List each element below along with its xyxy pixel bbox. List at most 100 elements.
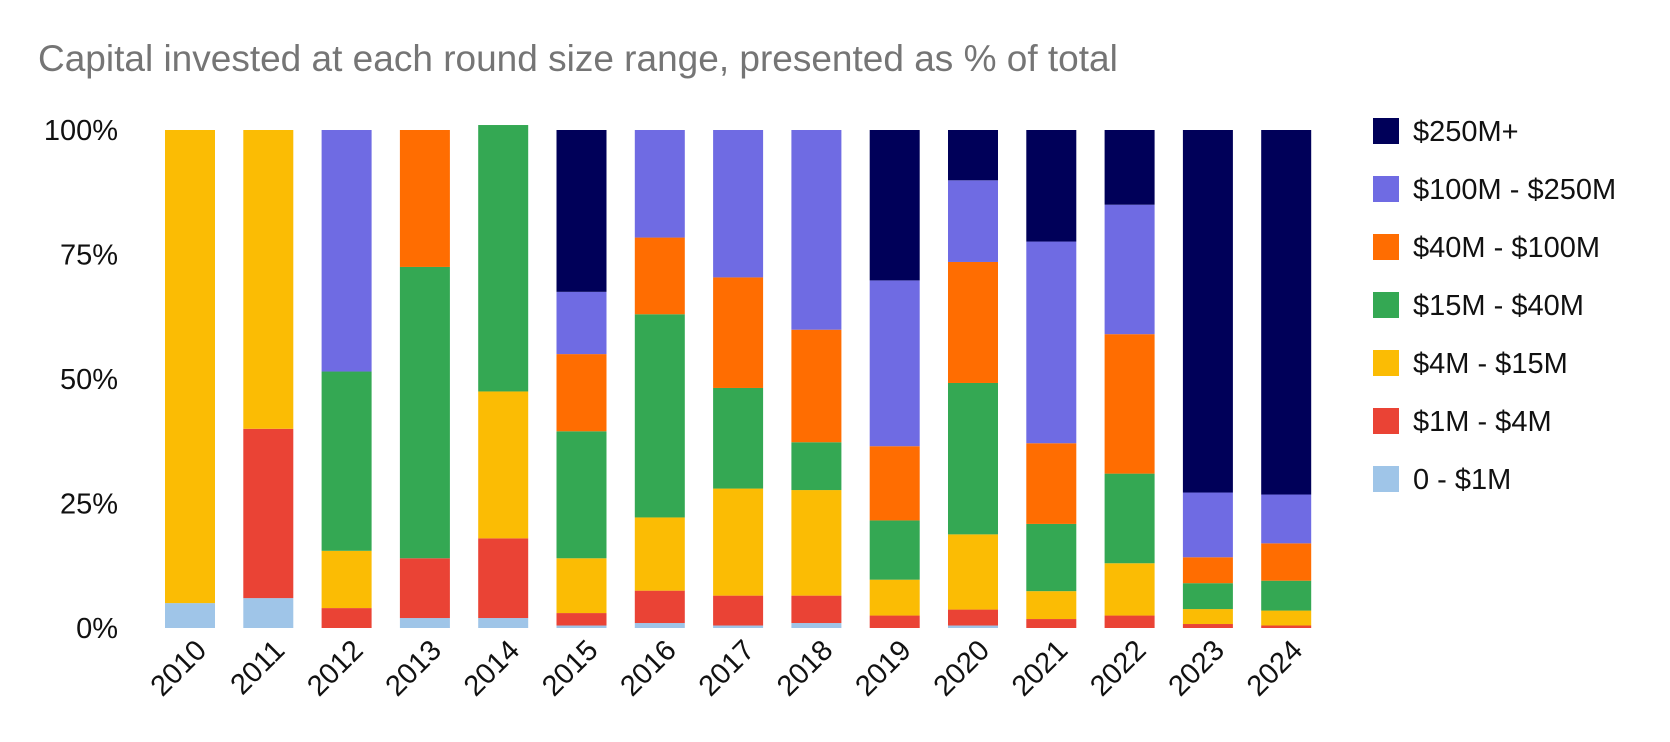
bar-segment-2020-series-5 xyxy=(948,180,998,262)
legend: $250M+ $100M - $250M $40M - $100M $15M - $4… xyxy=(1373,116,1616,496)
bar-segment-2015-series-2 xyxy=(556,558,607,614)
bar-segment-2021-series-1 xyxy=(1026,619,1077,628)
x-tick-label-2023: 2023 xyxy=(1163,634,1231,702)
legend-swatch xyxy=(1373,408,1399,434)
bar-segment-2023-series-1 xyxy=(1182,624,1233,628)
legend-swatch xyxy=(1373,350,1399,376)
bar-segment-2015-series-3 xyxy=(556,431,607,559)
bar-segment-2016-series-3 xyxy=(634,314,685,518)
bar-segment-2018-series-0 xyxy=(791,623,842,628)
x-tick-label-2022: 2022 xyxy=(1084,634,1152,702)
bar-segment-2023-series-3 xyxy=(1182,583,1233,610)
x-tick-label-2018: 2018 xyxy=(771,634,839,702)
bar-segment-2019-series-5 xyxy=(869,280,920,447)
bar-segment-2010-series-0 xyxy=(165,603,215,628)
bar-segment-2017-series-2 xyxy=(713,488,764,596)
chart-title: Capital invested at each round size rang… xyxy=(38,38,1118,79)
x-tick-label-2015: 2015 xyxy=(536,634,604,702)
bar-segment-2023-series-5 xyxy=(1182,492,1233,558)
bar-segment-2013-series-0 xyxy=(399,618,450,628)
bar-segment-2018-series-4 xyxy=(791,329,842,443)
bar-segment-2014-series-3 xyxy=(478,125,529,392)
bar-segment-2018-series-1 xyxy=(791,595,842,624)
bar-segment-2017-series-3 xyxy=(713,387,764,489)
bar-segment-2012-series-5 xyxy=(321,130,372,372)
x-tick-label-2011: 2011 xyxy=(225,634,292,701)
bar-segment-2023-series-2 xyxy=(1182,609,1233,625)
bar-segment-2018-series-2 xyxy=(791,490,842,596)
legend-label: $100M - $250M xyxy=(1413,174,1616,206)
bar-segment-2020-series-4 xyxy=(948,261,998,383)
x-tick-label-2019: 2019 xyxy=(849,634,917,702)
bar-segment-2012-series-3 xyxy=(321,371,372,551)
bar-segment-2016-series-5 xyxy=(634,130,685,238)
y-tick-label: 75% xyxy=(60,240,118,272)
bar-segment-2013-series-1 xyxy=(399,558,450,619)
bar-segment-2019-series-4 xyxy=(869,446,920,521)
bar-segment-2013-series-4 xyxy=(399,130,450,267)
bars-group xyxy=(165,125,1312,628)
y-tick-label: 50% xyxy=(60,364,118,396)
y-tick-label: 25% xyxy=(60,489,118,521)
bar-segment-2014-series-0 xyxy=(478,618,529,628)
x-tick-label-2010: 2010 xyxy=(145,634,213,702)
x-tick-label-2020: 2020 xyxy=(928,634,996,702)
legend-label: $15M - $40M xyxy=(1413,290,1584,322)
bar-segment-2020-series-1 xyxy=(948,609,998,626)
bar-segment-2020-series-2 xyxy=(948,534,998,610)
bar-segment-2020-series-3 xyxy=(948,382,998,535)
bar-segment-2011-series-2 xyxy=(243,130,294,429)
bar-segment-2024-series-5 xyxy=(1261,494,1312,544)
bar-segment-2021-series-4 xyxy=(1026,443,1077,524)
bar-segment-2017-series-5 xyxy=(713,130,764,278)
legend-swatch xyxy=(1373,292,1399,318)
bar-segment-2018-series-5 xyxy=(791,130,842,330)
bar-segment-2015-series-1 xyxy=(556,613,607,626)
bar-segment-2010-series-2 xyxy=(165,130,215,604)
x-tick-label-2024: 2024 xyxy=(1241,634,1309,702)
bar-segment-2015-series-0 xyxy=(556,625,607,628)
bar-segment-2017-series-4 xyxy=(713,277,764,388)
bar-segment-2024-series-6 xyxy=(1261,130,1312,495)
bar-segment-2020-series-6 xyxy=(948,130,998,181)
bar-segment-2021-series-3 xyxy=(1026,523,1077,592)
x-tick-label-2016: 2016 xyxy=(615,634,683,702)
bar-segment-2018-series-3 xyxy=(791,442,842,491)
bar-segment-2015-series-6 xyxy=(556,130,607,292)
x-tick-label-2021: 2021 xyxy=(1006,634,1074,702)
y-tick-label: 100% xyxy=(44,115,118,147)
x-tick-label-2012: 2012 xyxy=(301,634,369,702)
bar-segment-2016-series-4 xyxy=(634,237,685,315)
bar-segment-2017-series-0 xyxy=(713,625,764,628)
y-tick-label: 0% xyxy=(76,613,118,645)
x-tick-label-2014: 2014 xyxy=(458,634,526,702)
legend-swatch xyxy=(1373,118,1399,144)
bar-segment-2014-series-2 xyxy=(478,391,529,539)
bar-segment-2016-series-0 xyxy=(634,623,685,628)
bar-segment-2022-series-3 xyxy=(1104,473,1155,564)
legend-swatch xyxy=(1373,176,1399,202)
legend-swatch xyxy=(1373,234,1399,260)
bar-segment-2024-series-2 xyxy=(1261,610,1312,626)
bar-segment-2019-series-3 xyxy=(869,520,920,580)
bar-segment-2021-series-5 xyxy=(1026,241,1077,444)
bar-segment-2022-series-1 xyxy=(1104,615,1155,628)
bar-segment-2014-series-1 xyxy=(478,538,529,619)
bar-segment-2021-series-2 xyxy=(1026,591,1077,620)
bar-segment-2023-series-4 xyxy=(1182,557,1233,584)
bar-segment-2011-series-1 xyxy=(243,428,294,599)
x-tick-label-2017: 2017 xyxy=(693,634,761,702)
legend-label: $1M - $4M xyxy=(1413,406,1552,438)
bar-segment-2022-series-2 xyxy=(1104,563,1155,616)
bar-segment-2019-series-2 xyxy=(869,579,920,616)
x-tick-label-2013: 2013 xyxy=(380,634,448,702)
y-axis-ticks: 0% 25% 50% 75% 100% xyxy=(44,115,118,645)
bar-segment-2024-series-1 xyxy=(1261,625,1312,628)
bar-segment-2023-series-6 xyxy=(1182,130,1233,493)
legend-label: 0 - $1M xyxy=(1413,464,1511,496)
bar-segment-2022-series-6 xyxy=(1104,130,1155,205)
bar-segment-2015-series-5 xyxy=(556,291,607,355)
bar-segment-2024-series-4 xyxy=(1261,543,1312,581)
bar-segment-2024-series-3 xyxy=(1261,580,1312,611)
